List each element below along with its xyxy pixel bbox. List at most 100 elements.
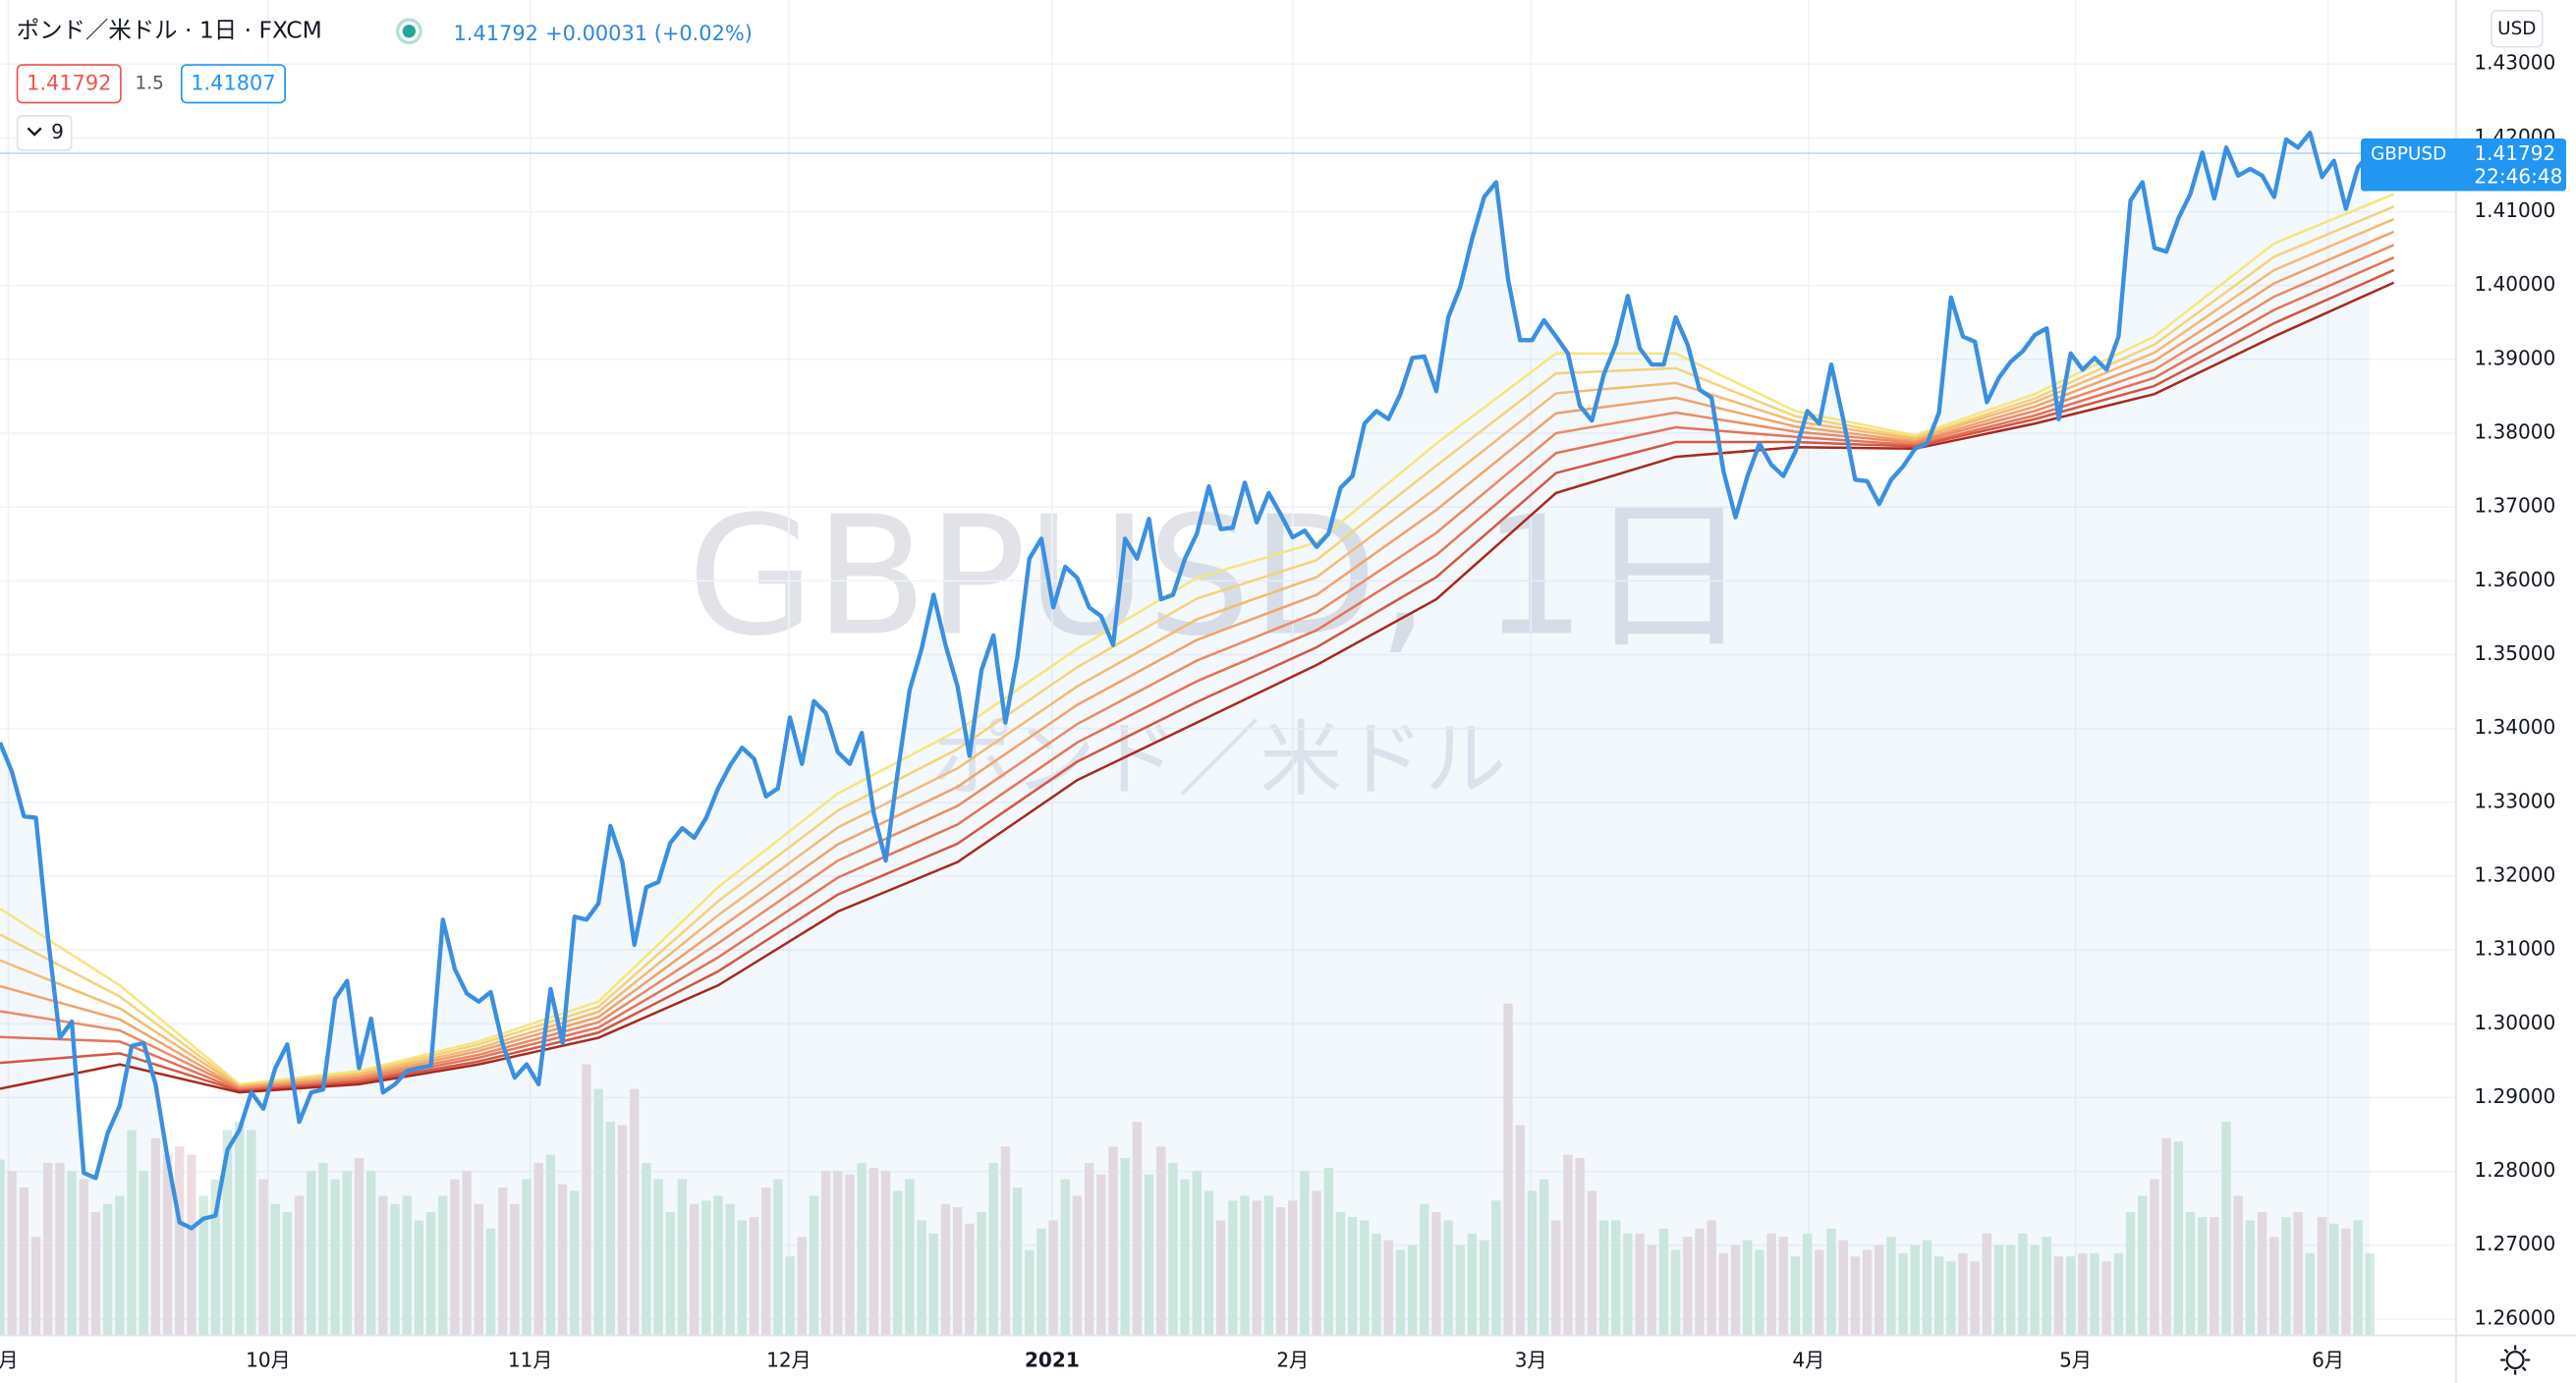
- volume-bar: [1527, 1190, 1538, 1336]
- volume-bar: [282, 1212, 293, 1336]
- volume-bar: [1575, 1157, 1585, 1336]
- volume-bar: [1933, 1256, 1944, 1336]
- price-label-countdown: 22:46:48: [2474, 165, 2562, 189]
- gear-ring: [2505, 1351, 2525, 1370]
- volume-bar: [1228, 1200, 1238, 1336]
- x-tick-label: 3月: [1515, 1349, 1547, 1372]
- volume-bar: [402, 1195, 412, 1336]
- volume-bar: [1623, 1233, 1633, 1336]
- ribbon-line: [0, 244, 2395, 1090]
- volume-bar: [1025, 1249, 1035, 1336]
- volume-bar: [307, 1171, 316, 1336]
- volume-bar: [2090, 1252, 2100, 1336]
- volume-bar: [713, 1195, 723, 1336]
- volume-bar: [1036, 1228, 1046, 1336]
- buy-price[interactable]: 1.41807: [191, 71, 275, 94]
- volume-bar: [820, 1171, 831, 1336]
- volume-bar: [318, 1162, 328, 1336]
- y-tick-label: 1.36000: [2474, 568, 2555, 591]
- volume-bar: [1479, 1240, 1489, 1336]
- symbol-title[interactable]: ポンド／米ドル · 1日 · FXCM: [17, 16, 322, 43]
- volume-bar: [2210, 1217, 2219, 1336]
- volume-bar: [797, 1237, 807, 1336]
- volume-bar: [1407, 1245, 1418, 1336]
- volume-bar: [247, 1130, 256, 1336]
- volume-bar: [1000, 1146, 1011, 1336]
- volume-bar: [2281, 1217, 2291, 1336]
- volume-bar: [150, 1137, 161, 1336]
- volume-bar: [1707, 1220, 1716, 1336]
- volume-bar: [19, 1188, 29, 1336]
- currency[interactable]: USD: [2497, 19, 2536, 39]
- y-tick-label: 1.40000: [2474, 272, 2555, 296]
- volume-bar: [1455, 1245, 1465, 1336]
- volume-bar: [378, 1195, 388, 1336]
- y-tick-label: 1.28000: [2474, 1158, 2555, 1182]
- volume-bar: [1108, 1146, 1118, 1336]
- volume-bar: [965, 1223, 975, 1336]
- volume-bar: [2353, 1220, 2363, 1336]
- volume-bar: [977, 1212, 986, 1336]
- volume-bar: [187, 1154, 196, 1336]
- volume-bar: [258, 1179, 268, 1336]
- x-tick-label: 5月: [2059, 1349, 2092, 1372]
- ribbon-line: [0, 205, 2395, 1087]
- volume-bar: [1850, 1256, 1861, 1336]
- y-tick-label: 1.27000: [2474, 1232, 2555, 1255]
- x-tick-label: 11月: [508, 1349, 553, 1372]
- volume-bar: [30, 1237, 41, 1336]
- price-label-symbol: GBPUSD: [2371, 144, 2446, 165]
- volume-bar: [55, 1162, 65, 1336]
- sell-button[interactable]: [16, 64, 122, 104]
- volume-bar: [545, 1154, 556, 1336]
- volume-bar: [845, 1174, 855, 1336]
- volume-bar: [510, 1203, 520, 1336]
- buy-button[interactable]: [180, 64, 286, 104]
- volume-bar: [1922, 1240, 1932, 1336]
- indicators-toggle[interactable]: [16, 115, 73, 151]
- currency-button[interactable]: [2491, 10, 2544, 48]
- volume-bar: [2305, 1252, 2315, 1336]
- volume-bar: [952, 1207, 963, 1336]
- volume-bar: [1695, 1228, 1705, 1336]
- volume-bar: [1096, 1174, 1106, 1336]
- volume-bar: [2257, 1212, 2268, 1336]
- volume-bar: [127, 1130, 137, 1336]
- chevron-icon: [27, 127, 42, 137]
- volume-bar: [1826, 1228, 1836, 1336]
- volume-bar: [2221, 1122, 2231, 1336]
- y-tick-label: 1.33000: [2474, 789, 2555, 812]
- price-line: [0, 130, 2372, 1231]
- volume-bar: [270, 1203, 280, 1336]
- volume-bar: [474, 1203, 483, 1336]
- volume-bar: [689, 1203, 700, 1336]
- volume-bar: [1467, 1233, 1478, 1336]
- volume-bar: [1491, 1200, 1501, 1336]
- volume-bar: [330, 1179, 340, 1336]
- ribbon-line: [0, 256, 2395, 1092]
- volume-bar: [7, 1171, 17, 1336]
- y-tick-label: 1.32000: [2474, 862, 2555, 886]
- volume-bar: [2233, 1195, 2243, 1336]
- volume-bar: [342, 1171, 352, 1336]
- y-tick-label: 1.29000: [2474, 1084, 2555, 1108]
- settings-icon[interactable]: [2500, 1345, 2531, 1375]
- sell-price[interactable]: 1.41792: [27, 71, 111, 94]
- volume-bar: [43, 1162, 53, 1336]
- header: ポンド／米ドル · 1日 · FXCM 1.41792 +0.00031 (+0…: [16, 10, 2544, 1375]
- volume-bar: [162, 1154, 173, 1336]
- volume-bar: [593, 1088, 603, 1336]
- market-status[interactable]: [402, 25, 417, 38]
- volume-bar: [1012, 1188, 1023, 1336]
- volume-bar: [1946, 1261, 1956, 1336]
- volume-bar: [2018, 1233, 2028, 1336]
- volume-bar: [1563, 1154, 1573, 1336]
- axes: 1.26000 1.27000 1.28000 1.29000 1.30000 1.310…: [0, 51, 2555, 1372]
- plot: [0, 130, 2456, 1336]
- volume-bar: [1910, 1245, 1920, 1336]
- volume-bar: [1443, 1220, 1453, 1336]
- volume-bar: [1360, 1220, 1370, 1336]
- volume-bar: [222, 1130, 233, 1336]
- volume-bar: [761, 1188, 771, 1336]
- volume-bar: [1132, 1122, 1143, 1336]
